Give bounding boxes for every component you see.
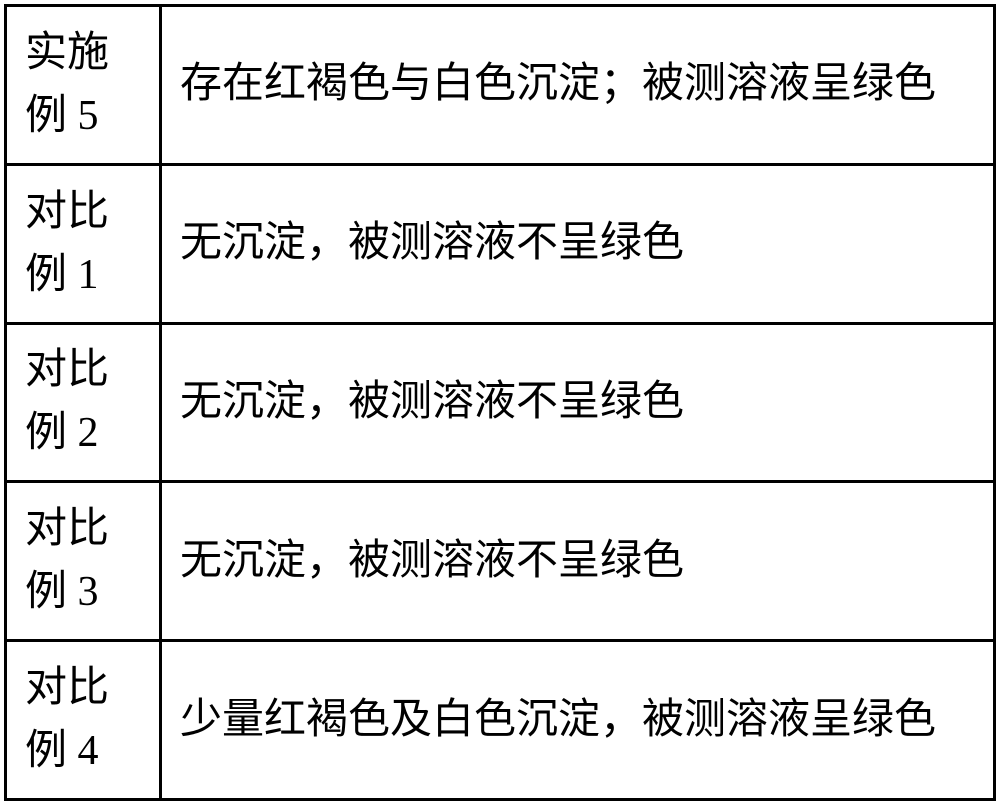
row-content: 无沉淀，被测溶液不呈绿色	[161, 482, 995, 641]
table-row: 对比例 3 无沉淀，被测溶液不呈绿色	[6, 482, 995, 641]
row-label: 对比例 1	[6, 164, 161, 323]
table-row: 实施例 5 存在红褐色与白色沉淀；被测溶液呈绿色	[6, 6, 995, 165]
table-row: 对比例 2 无沉淀，被测溶液不呈绿色	[6, 323, 995, 482]
row-label: 对比例 4	[6, 641, 161, 800]
results-table: 实施例 5 存在红褐色与白色沉淀；被测溶液呈绿色 对比例 1 无沉淀，被测溶液不…	[4, 4, 996, 801]
row-content: 无沉淀，被测溶液不呈绿色	[161, 164, 995, 323]
row-content: 少量红褐色及白色沉淀，被测溶液呈绿色	[161, 641, 995, 800]
row-content: 无沉淀，被测溶液不呈绿色	[161, 323, 995, 482]
row-label: 对比例 3	[6, 482, 161, 641]
row-label: 对比例 2	[6, 323, 161, 482]
row-label: 实施例 5	[6, 6, 161, 165]
table-row: 对比例 1 无沉淀，被测溶液不呈绿色	[6, 164, 995, 323]
table-row: 对比例 4 少量红褐色及白色沉淀，被测溶液呈绿色	[6, 641, 995, 800]
row-content: 存在红褐色与白色沉淀；被测溶液呈绿色	[161, 6, 995, 165]
